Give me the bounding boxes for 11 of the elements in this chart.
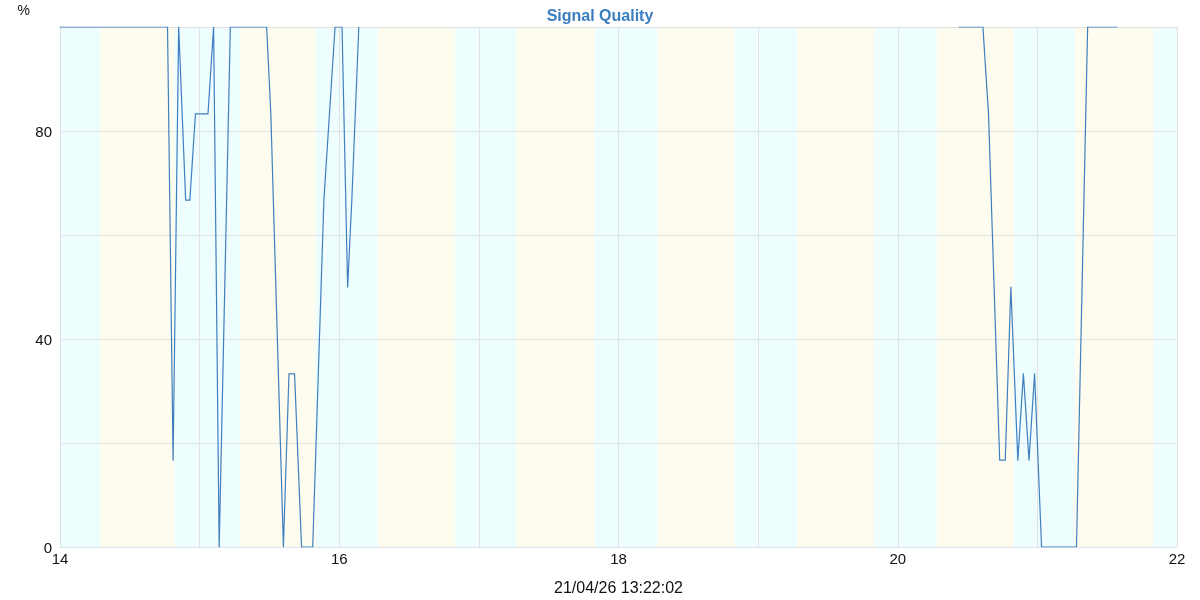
x-axis-title: 21/04/26 13:22:02 xyxy=(553,578,684,596)
x-tick-label: 14 xyxy=(51,550,69,567)
y-tick-label: 80 xyxy=(35,122,52,140)
chart-title: Signal Quality xyxy=(546,6,654,24)
y-tick-label: 40 xyxy=(35,330,52,348)
y-axis-title: % xyxy=(17,2,30,18)
x-tick-label: 18 xyxy=(610,550,627,567)
x-tick-label: 20 xyxy=(889,550,907,567)
y-tick-label: 0 xyxy=(43,538,52,556)
x-tick-label: 22 xyxy=(1168,550,1186,567)
x-tick-label: 16 xyxy=(330,550,348,567)
